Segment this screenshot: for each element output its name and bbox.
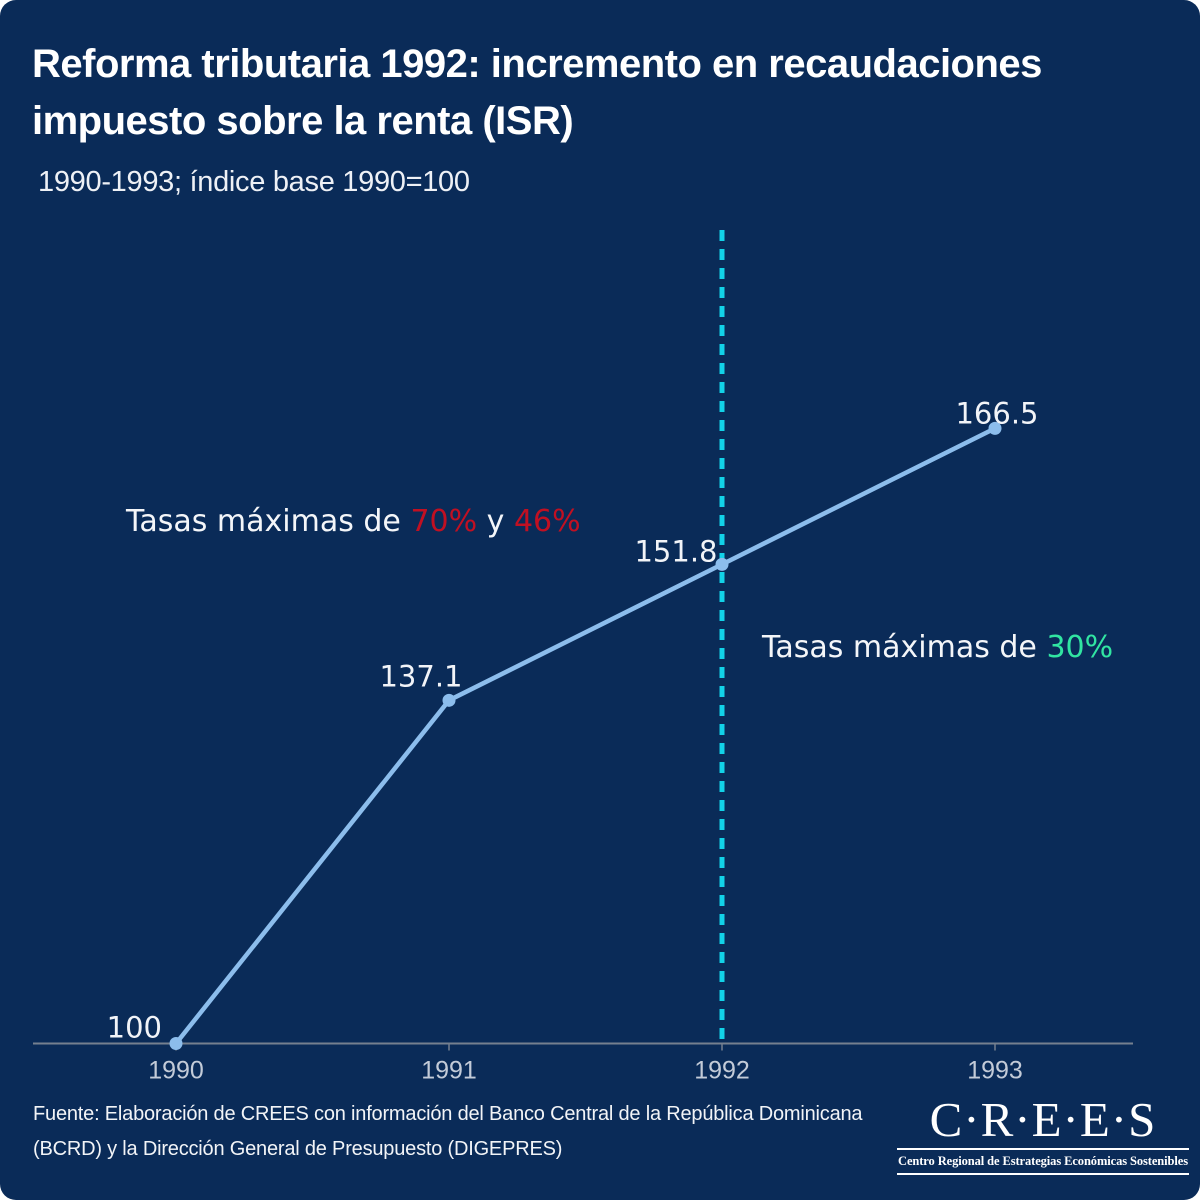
rate-70-value: 70% xyxy=(410,504,478,539)
annotation-post-reform-rate: Tasas máximas de 30% xyxy=(762,630,1113,665)
annotation-text: y xyxy=(477,504,514,539)
x-tick-label: 1993 xyxy=(967,1057,1023,1085)
page-title: Reforma tributaria 1992: incremento en r… xyxy=(32,36,1182,150)
source-line2: (BCRD) y la Dirección General de Presupu… xyxy=(33,1138,563,1160)
crees-logo: C·R·E·E·S Centro Regional de Estrategias… xyxy=(897,1092,1189,1176)
page-title-line1: Reforma tributaria 1992: incremento en r… xyxy=(32,42,1042,86)
data-point-1991 xyxy=(442,693,456,707)
logo-divider-top xyxy=(897,1148,1189,1151)
annotation-pre-reform-rates: Tasas máximas de 70% y 46% xyxy=(126,504,581,539)
data-point-label-1992: 151.8 xyxy=(634,534,717,568)
data-point-label-1990: 100 xyxy=(107,1011,162,1045)
x-tick-label: 1991 xyxy=(421,1057,477,1085)
logo-divider-bottom xyxy=(897,1173,1189,1176)
crees-logo-tagline: Centro Regional de Estrategias Económica… xyxy=(898,1154,1188,1169)
data-point-1990 xyxy=(169,1037,183,1050)
chart-subtitle: 1990-1993; índice base 1990=100 xyxy=(38,166,470,198)
rate-30-value: 30% xyxy=(1046,630,1114,665)
annotation-text: Tasas máximas de xyxy=(126,504,411,539)
data-point-label-1991: 137.1 xyxy=(379,659,462,693)
x-tick-label: 1992 xyxy=(694,1057,750,1085)
page-title-line2: impuesto sobre la renta (ISR) xyxy=(32,98,574,143)
data-point-1993 xyxy=(988,421,1002,435)
data-point-label-1993: 166.5 xyxy=(955,396,1038,430)
x-tick-label: 1990 xyxy=(148,1057,204,1085)
source-line1: Fuente: Elaboración de CREES con informa… xyxy=(33,1103,863,1125)
data-point-1992 xyxy=(715,557,729,571)
rate-46-value: 46% xyxy=(513,504,581,539)
annotation-text: Tasas máximas de xyxy=(762,630,1047,665)
source-note: Fuente: Elaboración de CREES con informa… xyxy=(33,1097,863,1167)
crees-logo-wordmark: C·R·E·E·S xyxy=(929,1092,1157,1147)
isr-index-line xyxy=(173,426,998,1046)
